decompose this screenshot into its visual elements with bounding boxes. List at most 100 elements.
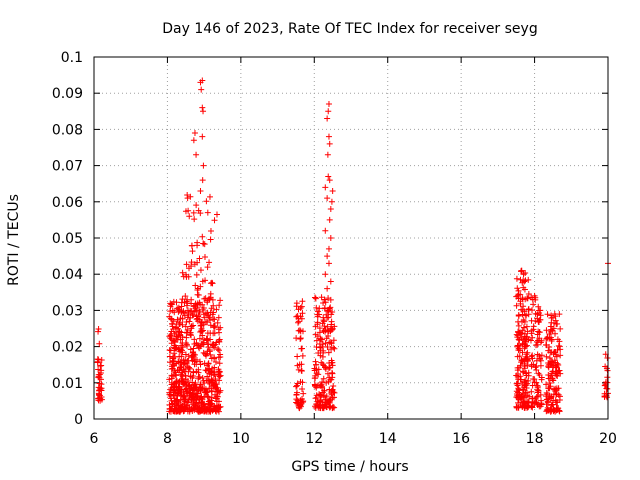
data-point [173, 372, 180, 379]
data-point [167, 386, 174, 393]
data-point [548, 319, 555, 326]
data-point [557, 352, 564, 359]
data-point [201, 254, 208, 261]
data-point [194, 342, 201, 349]
data-point [554, 320, 561, 327]
data-point [168, 316, 175, 323]
data-point [528, 353, 535, 360]
data-point [549, 401, 556, 408]
data-point [544, 311, 551, 318]
data-point [190, 394, 197, 401]
data-point [168, 391, 175, 398]
data-point [194, 286, 201, 293]
data-point [548, 402, 555, 409]
data-point [513, 404, 520, 411]
data-point [196, 255, 203, 262]
data-point [520, 369, 527, 376]
data-point [171, 342, 178, 349]
data-point [175, 304, 182, 311]
data-point [546, 344, 553, 351]
data-point [297, 335, 304, 342]
data-point [195, 400, 202, 407]
data-point [194, 408, 201, 415]
data-point [215, 403, 222, 410]
data-point [201, 314, 208, 321]
data-point [186, 407, 193, 414]
data-point [191, 340, 198, 347]
data-point [293, 391, 300, 398]
data-point [315, 371, 322, 378]
data-point [187, 193, 194, 200]
data-point [556, 343, 563, 350]
data-point [183, 261, 190, 268]
data-point [177, 363, 184, 370]
data-point [197, 328, 204, 335]
data-point [518, 267, 525, 274]
data-point [180, 361, 187, 368]
data-point [98, 396, 105, 403]
data-point [513, 275, 520, 282]
data-point [194, 242, 201, 249]
data-point [205, 377, 212, 384]
data-point [200, 240, 207, 247]
data-point [194, 259, 201, 266]
data-point [316, 341, 323, 348]
data-point [319, 353, 326, 360]
data-point [179, 296, 186, 303]
y-tick-label: 0.01 [52, 376, 83, 392]
data-point [543, 381, 550, 388]
data-point [546, 379, 553, 386]
data-point [323, 379, 330, 386]
data-point [193, 271, 200, 278]
data-point [529, 334, 536, 341]
data-point [183, 403, 190, 410]
data-point [215, 371, 222, 378]
data-point [317, 344, 324, 351]
y-tick-label: 0.08 [52, 122, 83, 138]
data-point [514, 382, 521, 389]
data-point [314, 308, 321, 315]
data-point [180, 389, 187, 396]
data-point [517, 276, 524, 283]
data-point [196, 335, 203, 342]
data-point [311, 294, 318, 301]
data-point [530, 361, 537, 368]
data-point [204, 209, 211, 216]
data-point [516, 353, 523, 360]
data-point [548, 326, 555, 333]
data-point [203, 198, 210, 205]
data-point [166, 353, 173, 360]
data-point [185, 396, 192, 403]
data-point [321, 305, 328, 312]
data-point [178, 404, 185, 411]
data-point [203, 408, 210, 415]
data-point [208, 400, 215, 407]
data-point [324, 323, 331, 330]
data-point [313, 304, 320, 311]
data-point [213, 211, 220, 218]
data-point [190, 349, 197, 356]
data-point [199, 319, 206, 326]
data-point [199, 133, 206, 140]
data-point [217, 297, 224, 304]
data-point [553, 353, 560, 360]
data-point [552, 385, 559, 392]
data-point [97, 376, 104, 383]
data-point [198, 327, 205, 334]
data-point [521, 333, 528, 340]
data-point [186, 364, 193, 371]
data-point [202, 277, 209, 284]
data-point [188, 308, 195, 315]
data-point [544, 334, 551, 341]
data-point [193, 202, 200, 209]
data-point [325, 260, 332, 267]
data-point [314, 313, 321, 320]
data-point [171, 371, 178, 378]
data-point [188, 242, 195, 249]
data-point [293, 303, 300, 310]
data-point [518, 357, 525, 364]
data-point [181, 381, 188, 388]
data-point [525, 306, 532, 313]
data-point [534, 351, 541, 358]
data-point [184, 300, 191, 307]
